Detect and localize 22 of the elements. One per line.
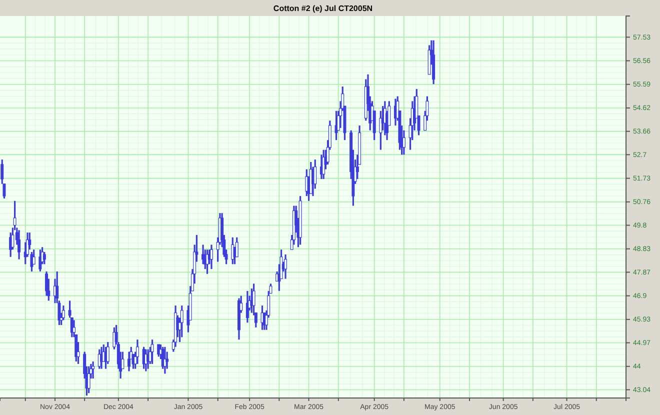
candlestick [106,341,110,365]
candlestick [128,350,131,372]
candlestick [38,248,42,272]
candlestick [334,110,338,141]
candlestick [42,251,46,265]
candlestick [202,244,205,265]
candlestick [284,254,288,280]
candlestick [87,366,90,394]
candlestick [379,110,382,151]
candlestick [62,304,65,321]
candlestick [166,350,169,370]
candlestick [150,338,154,365]
candlestick [210,244,213,270]
candlestick [206,248,209,275]
candlestick [68,300,72,319]
candlestick [136,338,139,365]
candlestick [18,229,21,260]
candlestick [235,236,238,258]
candlestick [180,304,184,338]
candlestick [92,360,95,380]
chart-title: Cotton #2 (e) Jul CT2005N [273,4,373,13]
candlestick [45,270,48,297]
